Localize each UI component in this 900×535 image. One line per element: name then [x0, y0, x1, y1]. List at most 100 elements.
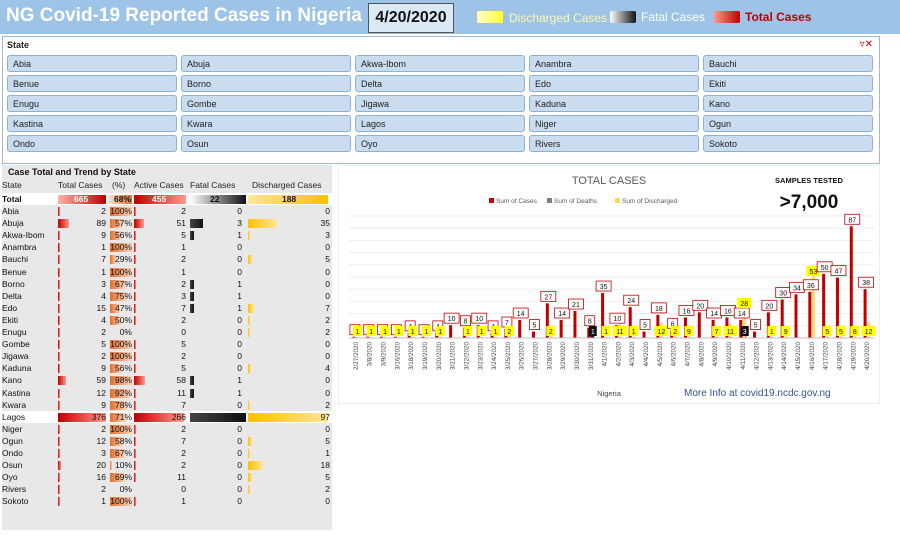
- active-bar: [134, 388, 137, 398]
- slicer-item-osun[interactable]: Osun: [181, 135, 351, 152]
- cases-data-label: 5: [643, 323, 647, 330]
- total-cases-bar: [58, 376, 66, 386]
- deaths-data-label: 1: [591, 329, 595, 336]
- slicer-item-kano[interactable]: Kano: [703, 95, 873, 112]
- slicer-item-abuja[interactable]: Abuja: [181, 55, 351, 72]
- row-active: 266: [171, 411, 186, 422]
- x-tick-label: 4/10/2020: [726, 342, 733, 371]
- slicer-item-bauchi[interactable]: Bauchi: [703, 55, 873, 72]
- row-state: Abia: [2, 206, 20, 216]
- slicer-item-oyo[interactable]: Oyo: [355, 135, 525, 152]
- row-state: Kwara: [2, 399, 27, 410]
- discharged-label-box: [670, 326, 680, 336]
- row-fatal: 0: [237, 206, 242, 216]
- slicer-item-kastina[interactable]: Kastina: [7, 115, 177, 132]
- legend-fatal: Fatal Cases: [610, 10, 705, 24]
- fatal-swatch: [610, 11, 636, 23]
- slicer-item-lagos[interactable]: Lagos: [355, 115, 525, 132]
- cases-data-label: 5: [754, 323, 758, 330]
- x-tick-label: 3/24/2020: [491, 342, 498, 371]
- table-title: Case Total and Trend by State: [8, 167, 136, 177]
- x-tick-label: 3/31/2020: [588, 342, 595, 371]
- table-row: Enugu 2 0% 0 0 2: [2, 326, 332, 338]
- legend-swatch: [615, 198, 620, 203]
- cases-bar: [697, 312, 701, 338]
- row-total: 3: [101, 448, 106, 458]
- slicer-item-sokoto[interactable]: Sokoto: [703, 135, 873, 152]
- slicer-item-abia[interactable]: Abia: [7, 55, 177, 72]
- slicer-item-kwara[interactable]: Kwara: [181, 115, 351, 132]
- x-tick-label: 4/4/2020: [643, 342, 650, 367]
- fatal-bar: [190, 291, 195, 301]
- cases-label-box: [554, 307, 571, 319]
- row-pct: 58%: [114, 435, 132, 446]
- total-cases-bar: [58, 497, 60, 507]
- slicer-item-ondo[interactable]: Ondo: [7, 135, 177, 152]
- total-cases-bar: [58, 364, 60, 374]
- cases-bar: [545, 303, 549, 338]
- slicer-item-rivers[interactable]: Rivers: [529, 135, 699, 152]
- row-discharged: 4: [325, 363, 330, 374]
- row-discharged: 0: [325, 351, 330, 362]
- slicer-item-jigawa[interactable]: Jigawa: [355, 95, 525, 112]
- slicer-item-ekiti[interactable]: Ekiti: [703, 75, 873, 92]
- cases-data-label: 38: [862, 280, 870, 287]
- cases-label-box: [512, 307, 529, 319]
- row-discharged: 0: [325, 387, 330, 398]
- discharged-bar: [248, 303, 254, 313]
- row-total: 9: [101, 399, 106, 410]
- row-active: 1: [181, 266, 186, 277]
- slicer-item-borno[interactable]: Borno: [181, 75, 351, 92]
- table-row: Oyo 16 69% 11 0 5: [2, 471, 332, 483]
- discharged-label-box: [463, 326, 473, 336]
- active-bar: [134, 424, 136, 434]
- cases-bar: [780, 299, 784, 338]
- row-state: Jigawa: [2, 351, 29, 362]
- row-state: Delta: [2, 290, 22, 301]
- discharged-data-label: 28: [740, 301, 748, 308]
- slicer-item-benue[interactable]: Benue: [7, 75, 177, 92]
- slicer-item-niger[interactable]: Niger: [529, 115, 699, 132]
- total-label: Total: [2, 194, 22, 204]
- slicer-item-enugu[interactable]: Enugu: [7, 95, 177, 112]
- state-slicer: State ▿✕ Abia Abuja Akwa-Ibom Anambra Bauchi…: [2, 36, 880, 164]
- row-fatal: 1: [237, 278, 242, 289]
- discharged-data-label: 9: [687, 329, 691, 336]
- slicer-item-gombe[interactable]: Gombe: [181, 95, 351, 112]
- discharged-label-box: [380, 326, 390, 336]
- cases-data-label: 47: [835, 269, 843, 276]
- clear-filter-icon[interactable]: ▿✕: [859, 39, 873, 50]
- slicer-item-anambra[interactable]: Anambra: [529, 55, 699, 72]
- header-fatal-cases: Fatal Cases: [190, 180, 236, 190]
- slicer-item-kaduna[interactable]: Kaduna: [529, 95, 699, 112]
- active-bar: [134, 412, 184, 422]
- slicer-item-delta[interactable]: Delta: [355, 75, 525, 92]
- active-bar: [134, 291, 136, 301]
- discharged-data-label: 1: [480, 329, 484, 336]
- row-pct: 92%: [114, 387, 132, 398]
- x-tick-label: 4/14/2020: [781, 342, 788, 371]
- legend-discharged-label: Discharged Cases: [509, 11, 608, 25]
- discharged-bar: [248, 364, 252, 374]
- total-discharged-bar: [248, 195, 328, 204]
- discharged-data-label: 1: [425, 329, 429, 336]
- info-link[interactable]: More Info at covid19.ncdc.gov.ng: [684, 388, 831, 399]
- row-discharged: 2: [325, 327, 330, 337]
- row-pct: 100%: [110, 339, 132, 350]
- active-bar: [134, 219, 144, 229]
- row-discharged: 0: [325, 496, 330, 507]
- discharged-data-label: 1: [632, 329, 636, 336]
- row-total: 2: [101, 423, 106, 434]
- slicer-item-ogun[interactable]: Ogun: [703, 115, 873, 132]
- date-display[interactable]: 4/20/2020: [368, 3, 454, 33]
- row-active: 2: [181, 314, 186, 325]
- table-row: Ogun 12 58% 7 0 5: [2, 435, 332, 447]
- x-tick-label: 2/27/2020: [353, 342, 360, 371]
- slicer-item-akwa-ibom[interactable]: Akwa-Ibom: [355, 55, 525, 72]
- row-discharged: 2: [325, 399, 330, 410]
- table-row: Lagos 376 71% 266 13 97: [2, 410, 332, 423]
- row-state: Oyo: [2, 472, 18, 483]
- slicer-item-edo[interactable]: Edo: [529, 75, 699, 92]
- table-row: Jigawa 2 100% 2 0 0: [2, 350, 332, 362]
- active-bar: [134, 255, 136, 265]
